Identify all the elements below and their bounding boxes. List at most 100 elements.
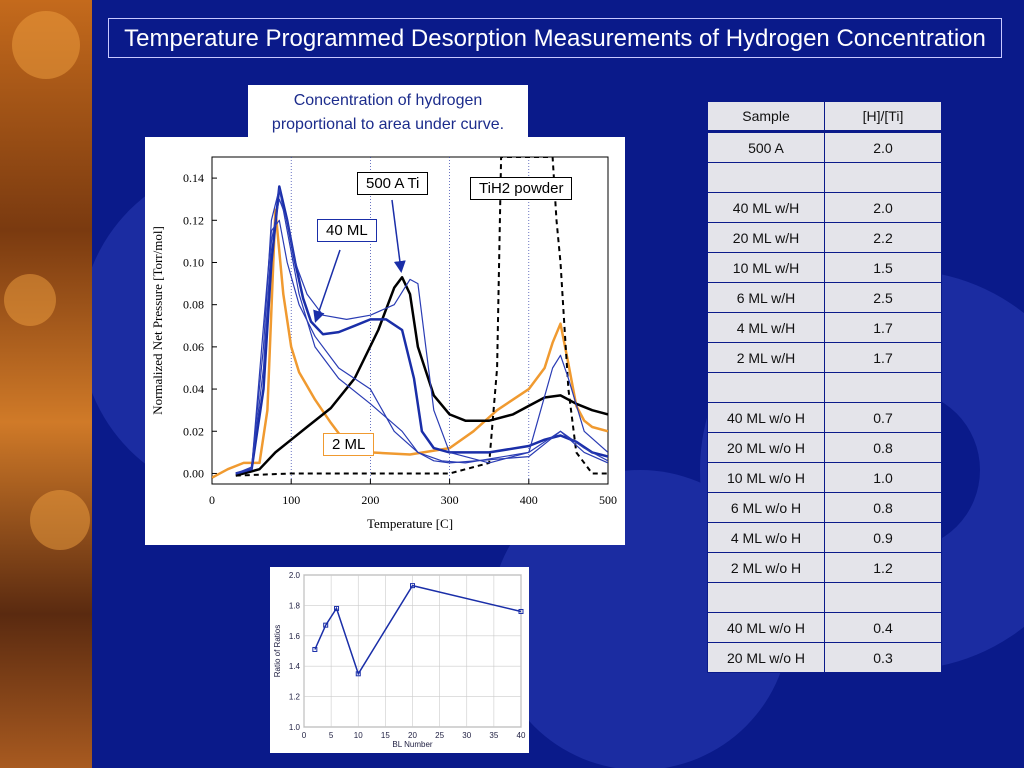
- sample-cell: 40 ML w/o H: [707, 402, 825, 433]
- series-line-orange: [212, 208, 608, 479]
- x-tick-label: 20: [408, 731, 417, 740]
- sample-cell: 40 ML w/H: [707, 192, 825, 223]
- table-row: 10 ML w/o H 1.0: [707, 462, 942, 493]
- ratio-cell: 0.3: [824, 642, 942, 673]
- table-row: 4 ML w/o H 0.9: [707, 522, 942, 553]
- sample-cell: 10 ML w/o H: [707, 462, 825, 493]
- sample-cell: 10 ML w/H: [707, 252, 825, 283]
- y-tick-label: 1.2: [289, 693, 301, 702]
- tpd-chart-panel: 0 100 200 300 400 500 0.00 0.02 0.04 0.06 0.08 0.10…: [145, 137, 625, 545]
- sample-cell: [707, 162, 825, 193]
- data-point: [355, 671, 361, 677]
- table-header-sample: Sample: [707, 101, 825, 133]
- table-row: 500 A 2.0: [707, 131, 942, 163]
- note-line-1: Concentration of hydrogen: [293, 92, 483, 109]
- callout-2-ml: 2 ML: [323, 433, 375, 456]
- ratio-cell: 1.7: [824, 342, 942, 373]
- data-point: [312, 646, 318, 652]
- y-tick-label: 1.6: [289, 632, 301, 641]
- ratio-cell: 1.2: [824, 552, 942, 583]
- x-tick-label: 0: [209, 493, 215, 507]
- table-row: 2 ML w/H 1.7: [707, 342, 942, 373]
- sample-cell: 20 ML w/H: [707, 222, 825, 253]
- sample-cell: 4 ML w/o H: [707, 522, 825, 553]
- table-row: [707, 582, 942, 613]
- ratio-cell: 2.0: [824, 192, 942, 223]
- x-tick-label: 200: [361, 493, 379, 507]
- table-header-ratio: [H]/[Ti]: [824, 101, 942, 133]
- series-line-black: [235, 276, 608, 477]
- ratio-cell: [824, 162, 942, 193]
- x-tick-label: 15: [381, 731, 390, 740]
- ratio-cell: 1.7: [824, 312, 942, 343]
- x-axis-label: Temperature [C]: [367, 516, 453, 531]
- sample-cell: [707, 582, 825, 613]
- x-tick-label: 100: [282, 493, 300, 507]
- sample-cell: 40 ML w/o H: [707, 612, 825, 643]
- y-tick-label: 0.04: [183, 382, 204, 396]
- x-tick-label: 500: [599, 493, 617, 507]
- x-tick-label: 25: [435, 731, 444, 740]
- table-row: 20 ML w/H 2.2: [707, 222, 942, 253]
- y-axis-label: Normalized Net Pressure [Torr/mol]: [150, 226, 165, 415]
- table-row: [707, 162, 942, 193]
- series-line-thin: [235, 198, 608, 475]
- x-axis-label: BL Number: [392, 740, 433, 749]
- callout-40-ml: 40 ML: [317, 219, 377, 242]
- table-row: 20 ML w/o H 0.8: [707, 432, 942, 463]
- arrow-40-ml: [313, 249, 341, 323]
- table-row: 6 ML w/H 2.5: [707, 282, 942, 313]
- ratio-chart: 0 5 10 15 20 25 30 35 40 1.0 1.2 1.4 1.6 1.8 2.0 BL Num…: [273, 571, 526, 749]
- x-tick-label: 0: [302, 731, 307, 740]
- y-tick-label: 0.14: [183, 171, 204, 185]
- x-tick-label: 400: [520, 493, 538, 507]
- table-row: 40 ML w/o H 0.7: [707, 402, 942, 433]
- x-tick-label: 40: [517, 731, 526, 740]
- x-tick-label: 300: [441, 493, 459, 507]
- y-tick-label: 1.8: [289, 601, 301, 610]
- ratio-cell: 0.7: [824, 402, 942, 433]
- table-row: 10 ML w/H 1.5: [707, 252, 942, 283]
- x-tick-label: 10: [354, 731, 363, 740]
- sample-cell: 20 ML w/o H: [707, 642, 825, 673]
- sample-cell: 6 ML w/H: [707, 282, 825, 313]
- ratio-cell: 0.9: [824, 522, 942, 553]
- plot-frame: [211, 156, 609, 485]
- series-line: [314, 584, 522, 676]
- y-tick-label: 1.4: [289, 662, 301, 671]
- sample-cell: 500 A: [707, 131, 825, 163]
- ratio-cell: 2.2: [824, 222, 942, 253]
- y-axis-label: Ratio of Ratios: [273, 625, 282, 677]
- sample-cell: 4 ML w/H: [707, 312, 825, 343]
- y-tick-label: 2.0: [289, 571, 301, 580]
- series-line-dashed: [235, 157, 608, 477]
- arrow-500a-ti: [391, 199, 406, 273]
- y-tick-label: 0.00: [183, 466, 204, 480]
- y-tick-label: 0.12: [183, 213, 204, 227]
- sample-cell: 2 ML w/o H: [707, 552, 825, 583]
- ratio-cell: 0.8: [824, 432, 942, 463]
- ratio-cell: 0.4: [824, 612, 942, 643]
- area-note: Concentration of hydrogen proportional t…: [248, 85, 528, 139]
- sample-cell: 20 ML w/o H: [707, 432, 825, 463]
- note-line-2: proportional to area under curve.: [271, 116, 505, 133]
- sample-table: Sample [H]/[Ti] 500 A 2.0 40 ML w/H 2.0 20 M…: [707, 101, 942, 673]
- data-point: [323, 622, 329, 628]
- tpd-chart: 0 100 200 300 400 500 0.00 0.02 0.04 0.06 0.08 0.10…: [150, 156, 617, 531]
- ratio-cell: 0.8: [824, 492, 942, 523]
- data-point: [518, 608, 524, 614]
- callout-tih2-powder: TiH2 powder: [470, 177, 573, 200]
- ratio-cell: [824, 372, 942, 403]
- side-texture-strip: [0, 0, 92, 768]
- x-tick-label: 30: [462, 731, 471, 740]
- x-tick-label: 35: [489, 731, 498, 740]
- table-row: 4 ML w/H 1.7: [707, 312, 942, 343]
- series-line-navy: [235, 185, 608, 475]
- ratio-chart-panel: 0 5 10 15 20 25 30 35 40 1.0 1.2 1.4 1.6 1.8 2.0 BL Num…: [270, 567, 529, 753]
- table-row: 6 ML w/o H 0.8: [707, 492, 942, 523]
- table-row: 2 ML w/o H 1.2: [707, 552, 942, 583]
- y-tick-label: 1.0: [289, 723, 301, 732]
- y-tick-label: 0.06: [183, 340, 204, 354]
- callout-500a-ti: 500 A Ti: [357, 172, 429, 195]
